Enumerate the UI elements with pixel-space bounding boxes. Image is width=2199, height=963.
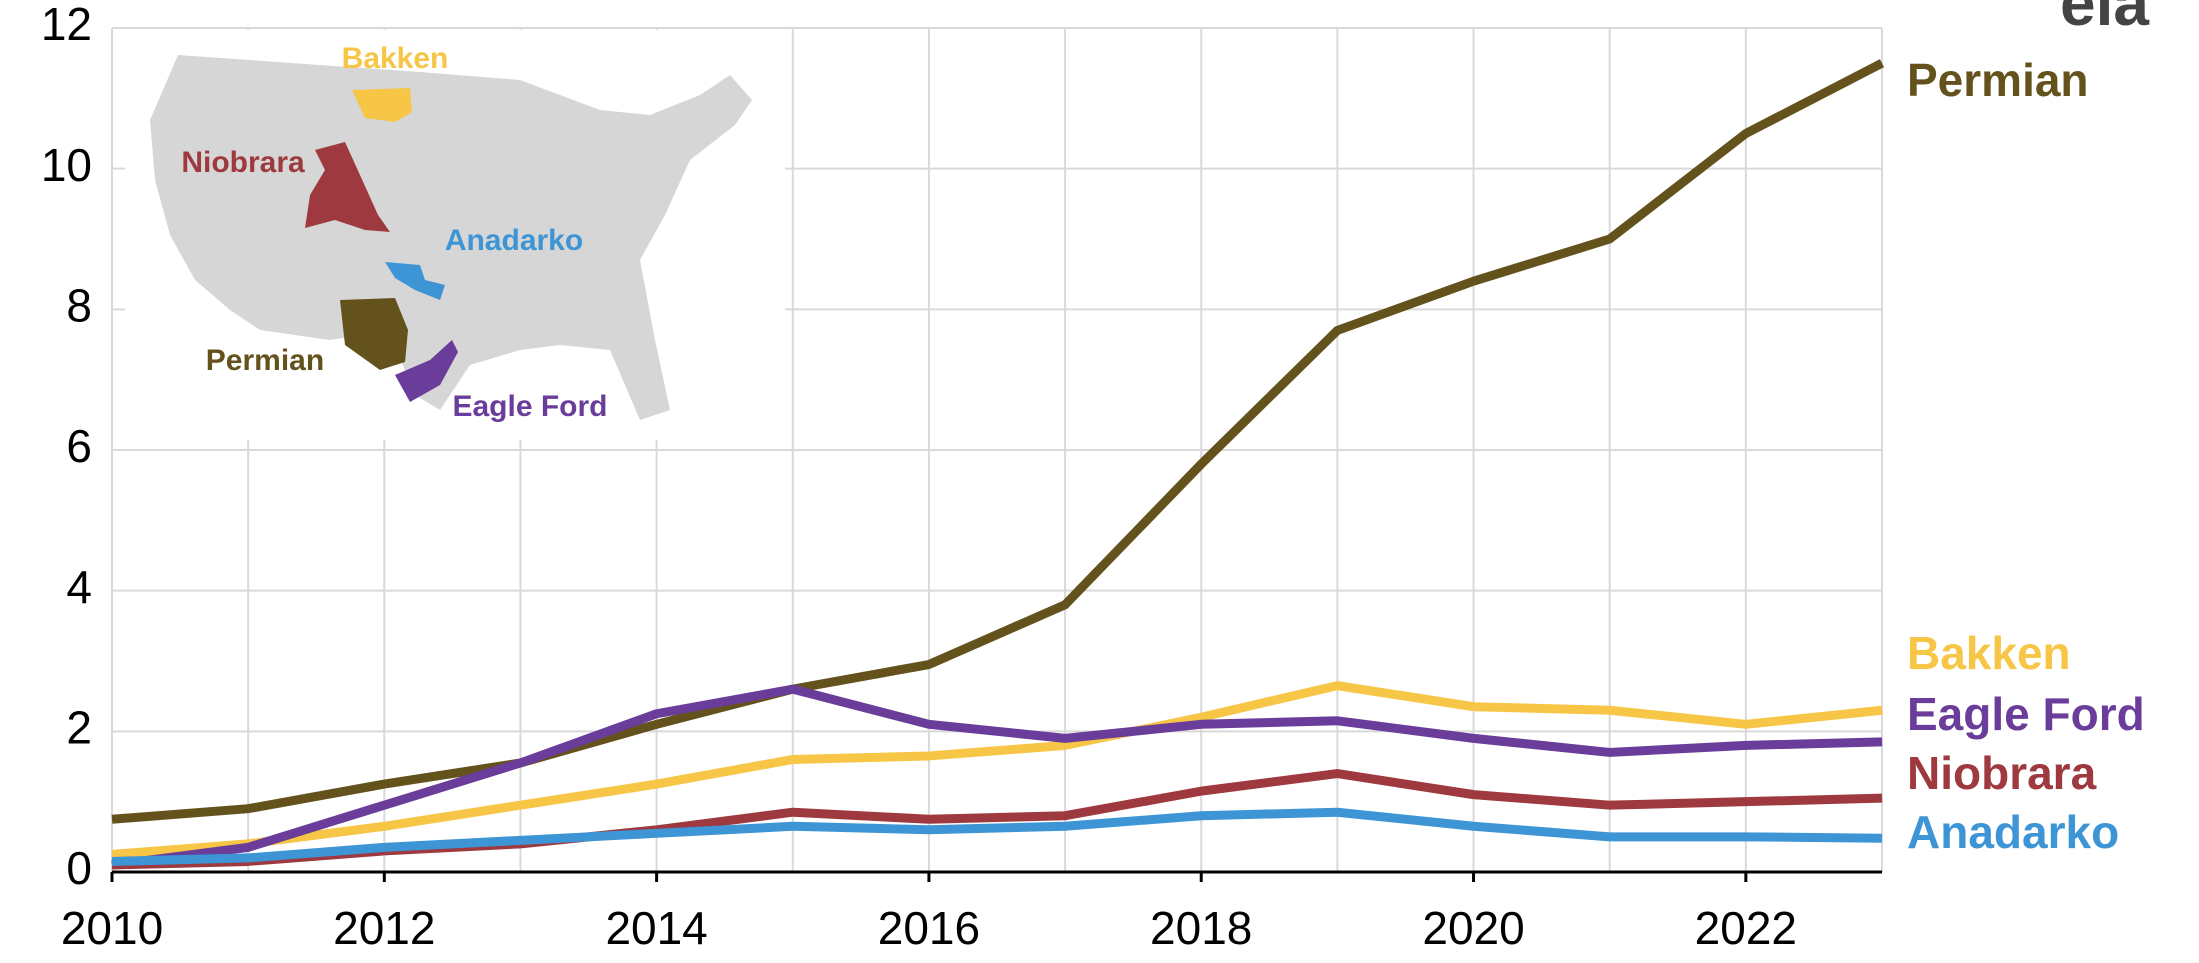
- series-label: Bakken: [1907, 627, 2071, 679]
- map-label: Anadarko: [445, 224, 583, 257]
- line: [111, 684, 1883, 870]
- basin-shape: [340, 298, 408, 370]
- map-label: Bakken: [342, 42, 449, 75]
- line: [111, 59, 1885, 824]
- y-tick-label: 8: [66, 279, 92, 331]
- y-tick-label: 4: [66, 561, 92, 613]
- x-tick-label: 2022: [1695, 902, 1797, 954]
- map-label: Niobrara: [181, 146, 305, 179]
- inset-map: Bakken Niobrara Anadarko Permian Eagle Ford: [125, 30, 785, 440]
- y-tick-label: 12: [41, 0, 92, 50]
- logo: eia: [2060, 0, 2149, 39]
- series-label: Anadarko: [1907, 806, 2119, 858]
- basin-shape: [352, 88, 412, 122]
- y-tick-label: 2: [66, 701, 92, 753]
- x-tick-label: 2018: [1150, 902, 1252, 954]
- y-tick-label: 6: [66, 420, 92, 472]
- basin-shape: [385, 262, 445, 300]
- x-tick-label: 2020: [1422, 902, 1524, 954]
- x-tick-label: 2010: [61, 902, 163, 954]
- y-tick-label: 0: [66, 842, 92, 894]
- series-label: Eagle Ford: [1907, 688, 2145, 740]
- line: [111, 681, 1883, 859]
- x-tick-label: 2014: [605, 902, 707, 954]
- map-label: Eagle Ford: [452, 390, 607, 423]
- series-label: Niobrara: [1907, 747, 2097, 799]
- line: [111, 807, 1883, 866]
- basin-shape: [305, 142, 390, 232]
- x-tick-label: 2016: [878, 902, 980, 954]
- basin-shape: [395, 340, 458, 402]
- series-label: Permian: [1907, 54, 2089, 106]
- y-tick-label: 10: [41, 139, 92, 191]
- map-label: Permian: [206, 344, 324, 377]
- us-shape: [150, 55, 752, 420]
- x-tick-label: 2012: [333, 902, 435, 954]
